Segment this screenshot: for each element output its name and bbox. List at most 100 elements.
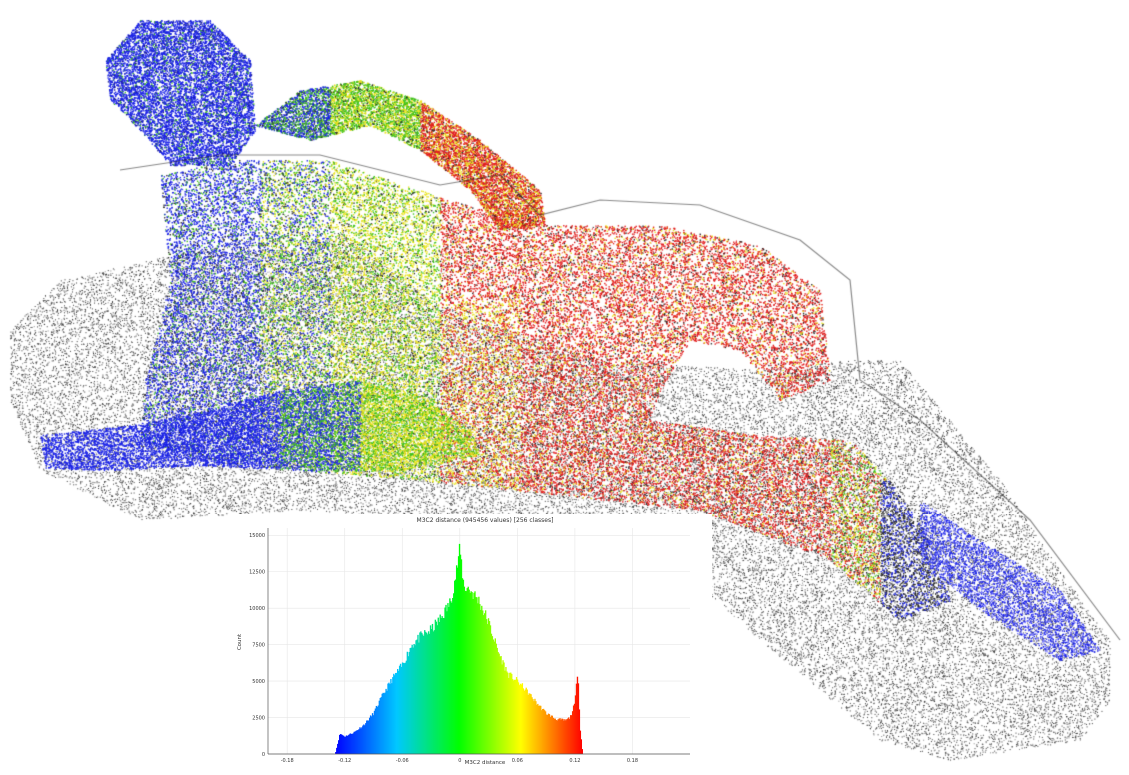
x-tick-label: 0.12 xyxy=(569,758,580,764)
histogram-bar xyxy=(581,749,583,754)
histogram-bar xyxy=(370,716,373,754)
histogram-bar xyxy=(358,729,360,754)
histogram-bar xyxy=(377,705,380,754)
histogram-bar xyxy=(570,715,572,754)
histogram-bar xyxy=(460,559,463,754)
histogram-bar xyxy=(432,631,435,754)
histogram-bar xyxy=(366,720,368,754)
histogram-bar xyxy=(444,607,446,754)
histogram-bar xyxy=(341,735,344,754)
histogram-bar xyxy=(533,701,535,754)
histogram-bar xyxy=(374,708,377,754)
histogram-bar xyxy=(390,679,392,754)
histogram-bar xyxy=(452,597,454,754)
histogram-bar xyxy=(434,619,437,754)
histogram-bar xyxy=(527,694,529,754)
histogram-bar xyxy=(488,621,491,754)
histogram-bar xyxy=(364,725,366,754)
histogram-bar xyxy=(513,679,516,754)
histogram-bar xyxy=(455,565,458,754)
histogram-bar xyxy=(567,718,569,754)
histogram-bar xyxy=(483,615,485,754)
histogram-bar xyxy=(492,639,495,754)
histogram-bar xyxy=(376,706,379,754)
histogram-bar xyxy=(507,672,509,754)
histogram-bar xyxy=(509,672,511,754)
histogram-panel: M3C2 distance (945456 values) [256 class… xyxy=(228,514,712,772)
histogram-bar xyxy=(406,651,409,754)
y-tick-label: 10000 xyxy=(249,606,265,612)
histogram-bar xyxy=(487,618,490,754)
histogram-bar xyxy=(553,718,555,754)
histogram-bar xyxy=(565,720,567,754)
histogram-bar xyxy=(462,579,465,754)
histogram-bar xyxy=(378,700,380,754)
histogram-bar xyxy=(547,713,550,754)
histogram-bar xyxy=(578,709,581,754)
histogram-bar xyxy=(575,683,578,754)
histogram-bar xyxy=(536,704,538,754)
histogram-bar xyxy=(340,734,343,754)
x-tick-label: -0.12 xyxy=(338,758,351,764)
histogram-bar xyxy=(405,660,408,754)
histogram-bar xyxy=(354,731,356,754)
histogram-bar xyxy=(392,677,394,754)
histogram-bar xyxy=(532,699,534,754)
histogram-bar xyxy=(352,733,354,754)
histogram-bar xyxy=(528,693,530,754)
histogram-bar xyxy=(443,618,445,754)
y-tick-label: 5000 xyxy=(252,679,265,685)
histogram-bar xyxy=(423,636,425,754)
histogram-bar xyxy=(449,598,451,754)
histogram-bar xyxy=(525,687,527,754)
histogram-bar xyxy=(461,578,464,754)
histogram-bar xyxy=(380,697,382,754)
histogram-bar xyxy=(566,719,568,754)
histogram-bar xyxy=(520,684,523,754)
histogram-bar xyxy=(552,717,554,754)
histogram-bar xyxy=(545,714,548,754)
histogram-bar xyxy=(446,611,448,754)
histogram-bar xyxy=(478,596,480,754)
histogram-bar xyxy=(535,701,537,754)
histogram-bar xyxy=(479,604,481,754)
histogram-bar xyxy=(569,719,571,754)
x-tick-label: 0.06 xyxy=(512,758,523,764)
y-tick-label: 7500 xyxy=(252,642,265,648)
histogram-bar xyxy=(389,684,391,754)
histogram-bar xyxy=(470,591,472,754)
histogram-bar xyxy=(454,580,456,754)
histogram-bar xyxy=(435,621,438,754)
histogram-bar xyxy=(517,682,520,754)
histogram-bar xyxy=(417,634,419,754)
histogram-bar xyxy=(503,662,505,754)
histogram-bar xyxy=(424,630,426,754)
histogram-bar xyxy=(386,690,388,754)
histogram-bar xyxy=(464,590,467,754)
histogram-bar xyxy=(375,705,378,754)
histogram-bar xyxy=(529,693,531,754)
histogram-bar xyxy=(493,641,496,754)
histogram-bar xyxy=(351,733,353,754)
histogram-bar xyxy=(563,720,565,754)
histogram-bar xyxy=(420,631,422,754)
histogram-bar xyxy=(514,679,517,754)
histogram-bar xyxy=(484,610,487,754)
histogram-bar xyxy=(361,727,363,754)
histogram-bar xyxy=(573,703,576,754)
histogram-bar xyxy=(395,672,397,754)
histogram-bar xyxy=(410,647,412,754)
histogram-bar xyxy=(519,683,522,754)
histogram-bar xyxy=(427,631,430,754)
histogram-bar xyxy=(447,603,449,754)
histogram-bar xyxy=(430,628,433,754)
histogram-bar xyxy=(498,653,500,754)
histogram-bar xyxy=(564,719,566,754)
histogram-bar xyxy=(337,743,339,754)
axes: -0.18 -0.12 -0.06 0 0.06 0.12 0.18 0 2500 5000 750… xyxy=(249,528,690,764)
histogram-bar xyxy=(571,711,574,754)
histogram-bar xyxy=(551,715,554,754)
histogram-bar xyxy=(518,685,521,754)
histogram-bar xyxy=(347,735,350,754)
histogram-bar xyxy=(415,640,417,754)
